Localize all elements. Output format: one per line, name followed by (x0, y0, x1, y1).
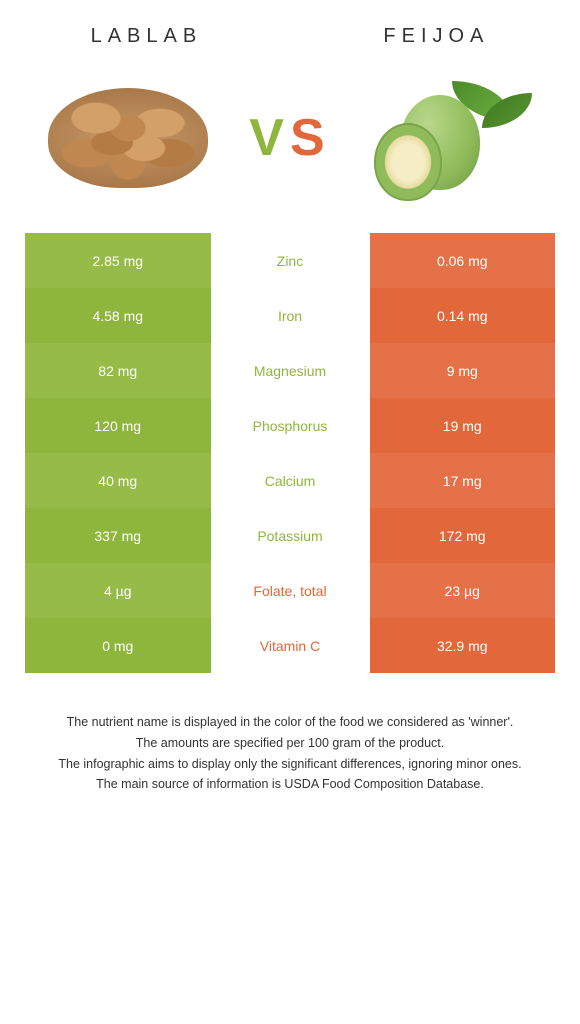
footer-line: The nutrient name is displayed in the co… (30, 713, 550, 732)
right-value: 0.14 mg (370, 288, 556, 343)
table-row: 2.85 mgZinc0.06 mg (25, 233, 555, 288)
left-value: 2.85 mg (25, 233, 211, 288)
right-value: 9 mg (370, 343, 556, 398)
left-value: 4.58 mg (25, 288, 211, 343)
header: LABLAB FEIJOA (0, 0, 580, 63)
left-food-image (43, 73, 213, 203)
right-food-title: FEIJOA (383, 25, 489, 48)
table-row: 120 mgPhosphorus19 mg (25, 398, 555, 453)
footer-notes: The nutrient name is displayed in the co… (0, 673, 580, 796)
left-value: 120 mg (25, 398, 211, 453)
nutrient-name: Phosphorus (211, 398, 370, 453)
table-row: 0 mgVitamin C32.9 mg (25, 618, 555, 673)
table-row: 4 µgFolate, total23 µg (25, 563, 555, 618)
right-value: 0.06 mg (370, 233, 556, 288)
left-value: 82 mg (25, 343, 211, 398)
left-value: 4 µg (25, 563, 211, 618)
nutrient-table: 2.85 mgZinc0.06 mg4.58 mgIron0.14 mg82 m… (25, 233, 555, 673)
nutrient-name: Vitamin C (211, 618, 370, 673)
nutrient-name: Magnesium (211, 343, 370, 398)
table-row: 40 mgCalcium17 mg (25, 453, 555, 508)
nutrient-name: Folate, total (211, 563, 370, 618)
table-row: 82 mgMagnesium9 mg (25, 343, 555, 398)
left-value: 40 mg (25, 453, 211, 508)
images-row: VS (0, 63, 580, 233)
nutrient-name: Zinc (211, 233, 370, 288)
left-value: 0 mg (25, 618, 211, 673)
vs-s: S (290, 109, 331, 167)
vs-label: VS (249, 108, 330, 168)
right-value: 19 mg (370, 398, 556, 453)
nutrient-name: Calcium (211, 453, 370, 508)
footer-line: The main source of information is USDA F… (30, 775, 550, 794)
feijoa-icon (372, 73, 532, 203)
right-food-image (367, 73, 537, 203)
beans-icon (48, 88, 208, 188)
nutrient-name: Potassium (211, 508, 370, 563)
right-value: 32.9 mg (370, 618, 556, 673)
right-value: 17 mg (370, 453, 556, 508)
left-value: 337 mg (25, 508, 211, 563)
left-food-title: LABLAB (91, 25, 203, 48)
table-row: 4.58 mgIron0.14 mg (25, 288, 555, 343)
footer-line: The amounts are specified per 100 gram o… (30, 734, 550, 753)
right-value: 23 µg (370, 563, 556, 618)
footer-line: The infographic aims to display only the… (30, 755, 550, 774)
vs-v: V (249, 109, 290, 167)
table-row: 337 mgPotassium172 mg (25, 508, 555, 563)
nutrient-name: Iron (211, 288, 370, 343)
right-value: 172 mg (370, 508, 556, 563)
